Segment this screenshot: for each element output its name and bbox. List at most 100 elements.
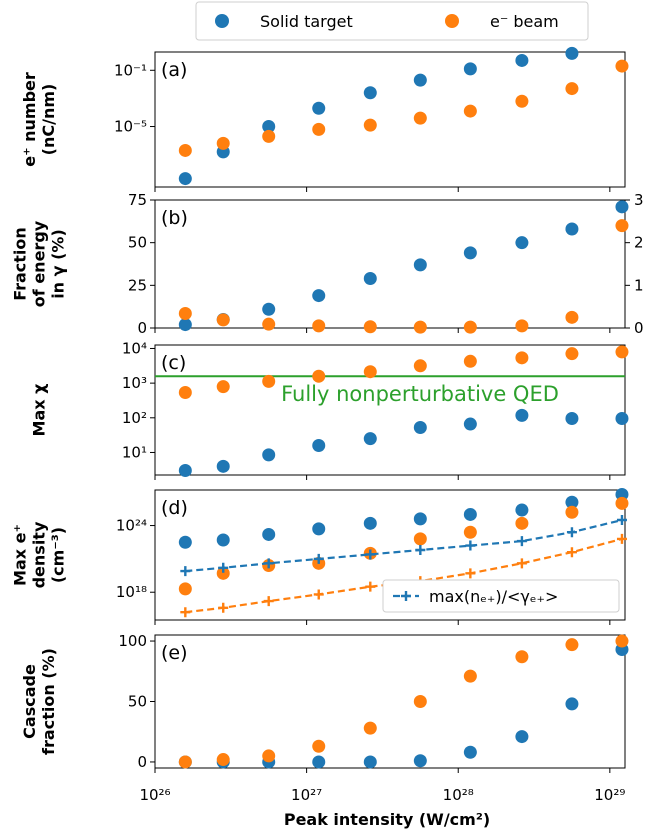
y-axis-label: (nC/nm) bbox=[39, 84, 58, 156]
data-point bbox=[312, 739, 326, 753]
data-point bbox=[216, 313, 230, 327]
data-point bbox=[615, 219, 629, 233]
data-point bbox=[262, 317, 276, 331]
y-tick-label: 10⁻⁵ bbox=[114, 118, 147, 136]
data-point bbox=[565, 411, 579, 425]
panel-legend-marker bbox=[401, 591, 411, 601]
x-tick-label: 10²⁶ bbox=[139, 786, 170, 804]
data-point bbox=[312, 101, 326, 115]
panel-label: (a) bbox=[161, 59, 187, 81]
data-point bbox=[312, 319, 326, 333]
data-point bbox=[312, 369, 326, 383]
ratio-marker bbox=[465, 568, 476, 579]
data-point bbox=[413, 111, 427, 125]
data-point bbox=[178, 306, 192, 320]
data-point bbox=[413, 695, 427, 708]
data-point bbox=[178, 535, 192, 549]
ratio-marker bbox=[218, 602, 229, 613]
data-point bbox=[262, 374, 276, 388]
data-point bbox=[463, 507, 477, 521]
data-point bbox=[363, 86, 377, 100]
data-point bbox=[463, 745, 477, 759]
y-right-tick-label: 0 bbox=[634, 319, 644, 337]
data-point bbox=[363, 755, 377, 769]
y-axis-label: density bbox=[30, 521, 49, 588]
data-point bbox=[515, 319, 529, 333]
data-point bbox=[178, 463, 192, 477]
axes-frame bbox=[154, 634, 626, 769]
ratio-marker bbox=[415, 545, 426, 555]
panel-b: 0 25 50 75 0 1 2 3 Fraction of energy in γ (%) (b) bbox=[11, 191, 644, 337]
y-tick-label: 10³ bbox=[122, 374, 147, 392]
data-point bbox=[262, 302, 276, 316]
data-point bbox=[565, 82, 579, 96]
legend-label-solid: Solid target bbox=[260, 12, 353, 31]
x-tick-label: 10²⁸ bbox=[443, 786, 474, 804]
data-point bbox=[515, 730, 529, 744]
y-tick-label: 0 bbox=[137, 753, 147, 771]
data-point bbox=[312, 289, 326, 303]
data-point bbox=[216, 753, 230, 767]
data-point bbox=[178, 582, 192, 596]
data-point bbox=[615, 200, 629, 214]
data-point bbox=[515, 351, 529, 365]
data-point bbox=[178, 385, 192, 399]
qed-threshold-label: Fully nonperturbative QED bbox=[281, 382, 559, 406]
data-point bbox=[565, 222, 579, 236]
panel-label: (d) bbox=[161, 497, 188, 519]
ratio-marker bbox=[566, 527, 577, 538]
data-point bbox=[413, 73, 427, 87]
data-point bbox=[565, 46, 579, 60]
y-axis-label: (cm⁻³) bbox=[49, 527, 68, 583]
data-point bbox=[565, 310, 579, 324]
data-point bbox=[615, 634, 629, 648]
y-right-tick-label: 2 bbox=[634, 234, 644, 252]
ratio-marker bbox=[218, 562, 229, 573]
data-point bbox=[262, 749, 276, 763]
ratio-marker bbox=[566, 547, 577, 558]
ratio-marker bbox=[313, 589, 324, 600]
data-point bbox=[615, 411, 629, 425]
data-point bbox=[216, 136, 230, 150]
y-tick-label: 50 bbox=[128, 693, 147, 711]
ratio-marker bbox=[180, 566, 191, 577]
data-point bbox=[178, 755, 192, 769]
y-right-tick-label: 3 bbox=[634, 191, 644, 209]
data-point bbox=[413, 320, 427, 334]
y-tick-label: 10¹ bbox=[122, 443, 147, 461]
data-point bbox=[413, 532, 427, 546]
data-point bbox=[413, 421, 427, 435]
data-point bbox=[216, 459, 230, 473]
y-tick-label: 10⁻¹ bbox=[114, 61, 147, 79]
y-tick-label: 10¹⁸ bbox=[116, 583, 147, 601]
data-point bbox=[615, 345, 629, 359]
data-point bbox=[262, 448, 276, 462]
x-tick-label: 10²⁹ bbox=[594, 786, 625, 804]
data-point bbox=[413, 258, 427, 272]
panel-e: 0 50 100 Cascade fraction (%) (e) bbox=[20, 632, 629, 773]
data-point bbox=[262, 527, 276, 541]
data-point bbox=[463, 246, 477, 260]
y-right-tick-label: 1 bbox=[634, 276, 644, 294]
y-axis-label: Max e⁺ bbox=[11, 524, 30, 586]
legend-marker-solid bbox=[215, 14, 229, 28]
panel-a: 10⁻¹ 10⁻⁵ e⁺ number (nC/nm) (a) bbox=[20, 46, 629, 192]
data-point bbox=[463, 354, 477, 368]
legend-label-beam: e⁻ beam bbox=[490, 12, 559, 31]
data-point bbox=[463, 62, 477, 76]
y-axis-label: in γ (%) bbox=[49, 229, 68, 299]
ratio-marker bbox=[263, 558, 274, 569]
data-point bbox=[363, 118, 377, 132]
data-point bbox=[312, 522, 326, 536]
x-tick-label: 10²⁷ bbox=[291, 786, 322, 804]
data-point bbox=[262, 129, 276, 143]
data-point bbox=[565, 505, 579, 519]
data-point bbox=[515, 408, 529, 422]
legend-marker-beam bbox=[445, 14, 459, 28]
axes-frame bbox=[154, 199, 626, 329]
y-axis-label: Cascade bbox=[20, 664, 39, 739]
ratio-marker bbox=[365, 581, 376, 592]
data-point bbox=[615, 496, 629, 510]
data-point bbox=[515, 516, 529, 530]
